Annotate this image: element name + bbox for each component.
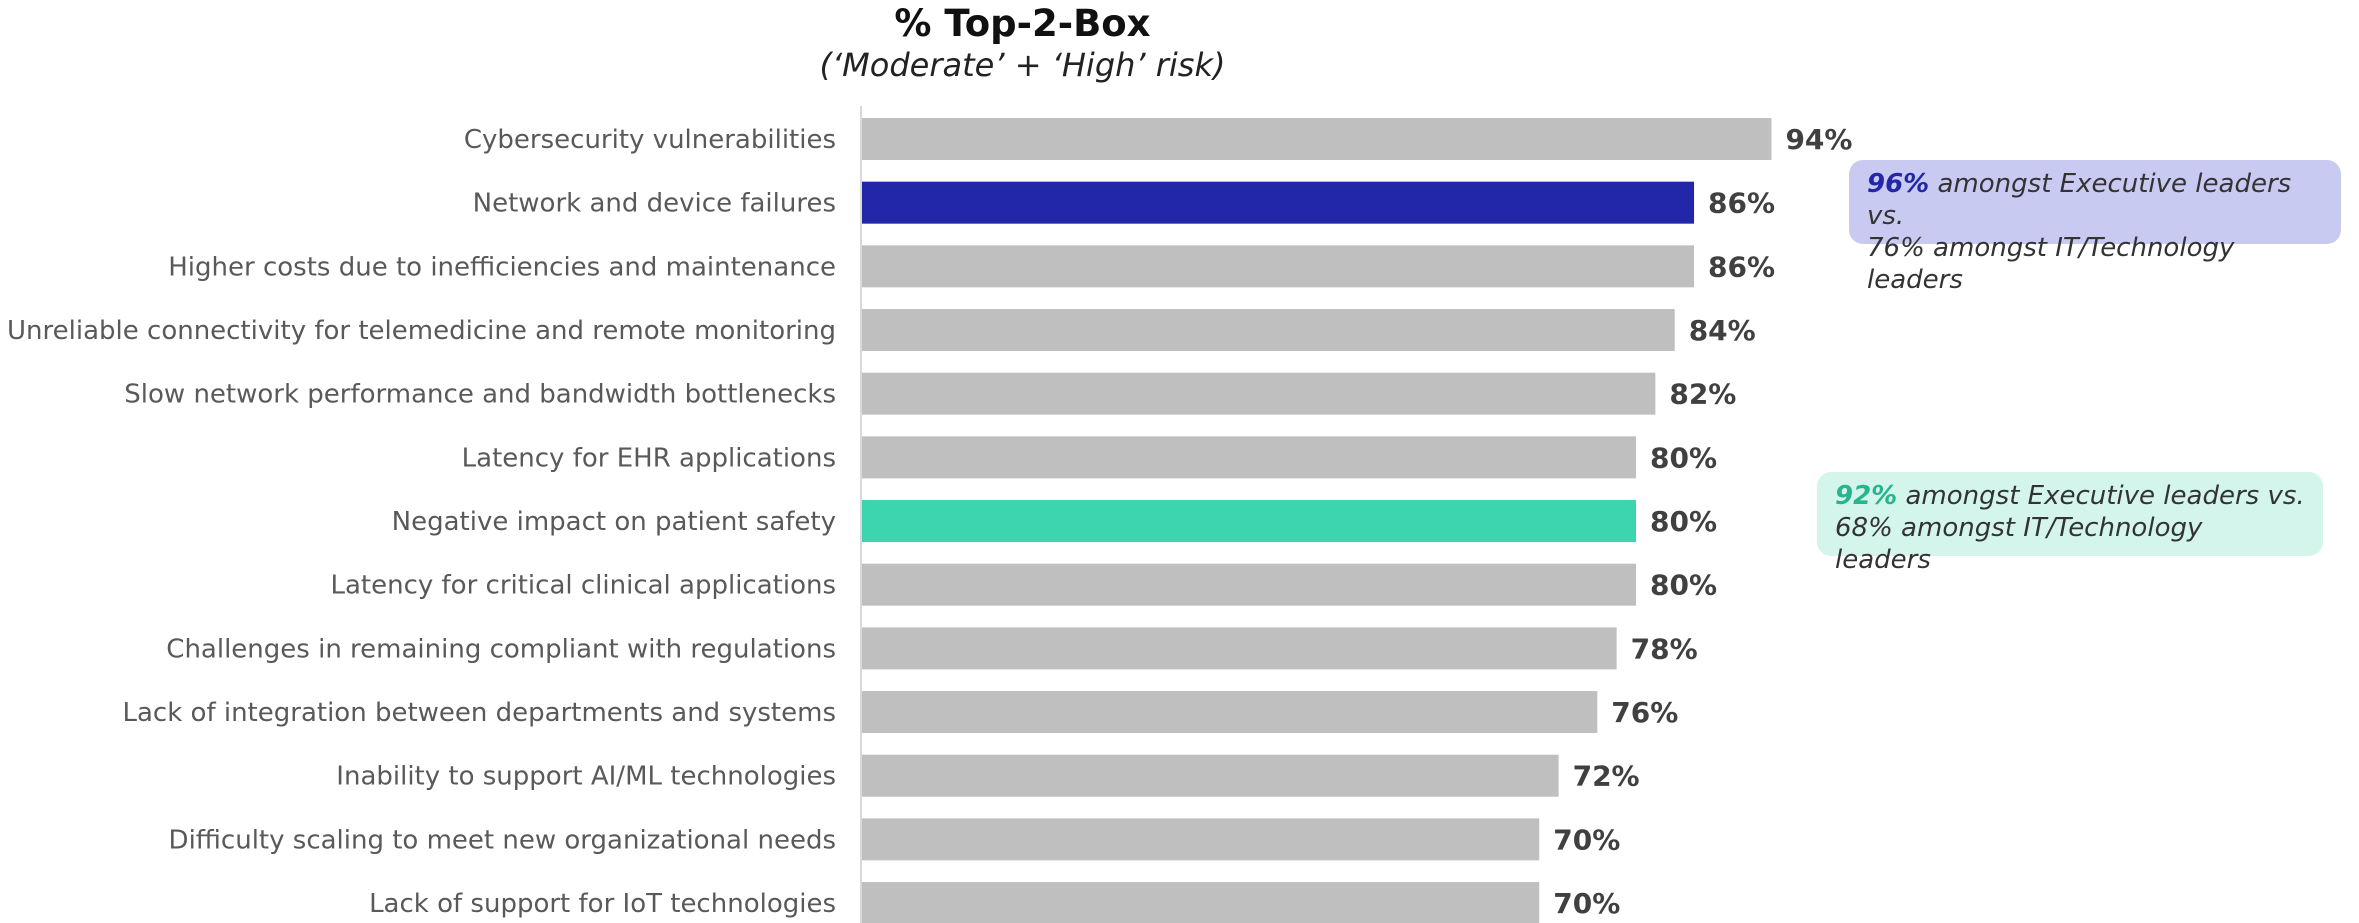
bar xyxy=(862,500,1636,543)
bar xyxy=(862,563,1636,606)
bar xyxy=(862,245,1695,288)
callout-executive-network-failures: 96% amongst Executive leaders vs. 76% am… xyxy=(1849,160,2341,295)
data-label: 94% xyxy=(1785,123,1852,156)
data-label: 80% xyxy=(1650,505,1717,538)
bar xyxy=(862,181,1695,224)
category-label: Lack of integration between departments … xyxy=(123,698,837,728)
category-label: Inability to support AI/ML technologies xyxy=(336,762,836,792)
callout-line-1: 96% amongst Executive leaders vs. xyxy=(1867,168,2323,232)
callout-text-line-2: 76% amongst IT/Technology leaders xyxy=(1867,233,2235,295)
category-label: Lack of support for IoT technologies xyxy=(369,889,836,919)
data-label: 70% xyxy=(1553,887,1620,920)
category-label: Higher costs due to inefficiencies and m… xyxy=(168,252,836,282)
bar xyxy=(862,118,1772,160)
category-label: Network and device failures xyxy=(473,189,836,219)
bar xyxy=(862,882,1540,923)
category-label: Challenges in remaining compliant with r… xyxy=(166,634,836,664)
data-label: 84% xyxy=(1689,314,1756,347)
bar xyxy=(862,309,1675,352)
category-label: Difficulty scaling to meet new organizat… xyxy=(169,825,836,855)
bar xyxy=(862,691,1598,734)
bar xyxy=(862,818,1540,861)
callout-highlight-value: 92% xyxy=(1835,481,1898,511)
data-label: 70% xyxy=(1553,823,1620,856)
chart-header: % Top-2-Box (‘Moderate’ + ‘High’ risk) xyxy=(0,0,2359,90)
bar xyxy=(862,754,1559,797)
callout-executive-patient-safety: 92% amongst Executive leaders vs. 68% am… xyxy=(1817,472,2323,575)
category-label: Slow network performance and bandwidth b… xyxy=(124,380,836,410)
callout-highlight-value: 96% xyxy=(1867,169,1930,199)
callout-text-line-2: 68% amongst IT/Technology leaders xyxy=(1835,513,2203,575)
category-label: Latency for EHR applications xyxy=(462,443,836,473)
data-label: 86% xyxy=(1708,250,1775,283)
callout-text-line-1: amongst Executive leaders vs. xyxy=(1867,169,2292,231)
bar xyxy=(862,627,1617,670)
category-label: Unreliable connectivity for telemedicine… xyxy=(7,316,836,346)
callout-text-line-1: amongst Executive leaders vs. xyxy=(1897,481,2305,511)
category-label: Cybersecurity vulnerabilities xyxy=(464,125,836,155)
data-label: 72% xyxy=(1573,760,1640,793)
chart-title: % Top-2-Box xyxy=(894,2,1151,45)
data-label: 78% xyxy=(1631,632,1698,665)
data-label: 80% xyxy=(1650,569,1717,602)
data-label: 82% xyxy=(1669,378,1736,411)
category-label: Negative impact on patient safety xyxy=(392,507,836,537)
data-label: 76% xyxy=(1611,696,1678,729)
bar xyxy=(862,372,1656,415)
category-label: Latency for critical clinical applicatio… xyxy=(330,571,836,601)
chart-subtitle: (‘Moderate’ + ‘High’ risk) xyxy=(819,46,1226,84)
bar xyxy=(862,436,1636,479)
callout-line-1: 92% amongst Executive leaders vs. xyxy=(1835,480,2305,512)
data-label: 80% xyxy=(1650,441,1717,474)
data-label: 86% xyxy=(1708,187,1775,220)
